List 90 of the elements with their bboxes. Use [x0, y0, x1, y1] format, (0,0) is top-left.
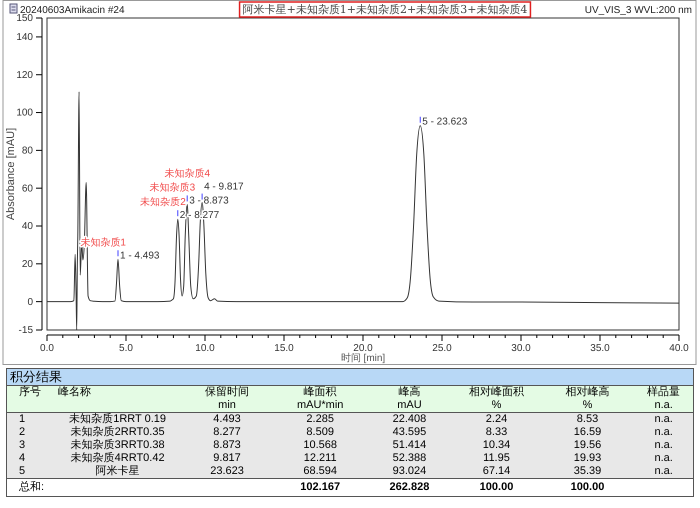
text: 峰面积	[274, 386, 367, 399]
text: 23.623	[180, 465, 274, 478]
annotation: 3 - 8.873	[189, 195, 230, 206]
text: n.a.	[634, 426, 694, 439]
text: 未知杂质3RRT0.38	[55, 439, 180, 452]
text: n.a.	[634, 452, 694, 465]
y-tick-label: 100	[16, 108, 34, 119]
text: 1	[6, 412, 56, 426]
text: %	[540, 399, 634, 412]
annotation: 未知杂质3	[150, 181, 196, 194]
annotation: 5 - 23.623	[422, 116, 468, 128]
text: 11.95	[452, 452, 541, 465]
text: 10.568	[274, 439, 367, 452]
y-tick-label: -15	[18, 325, 34, 336]
text: 3	[6, 439, 56, 452]
text: 序号	[6, 386, 56, 399]
y-tick-label: 40	[22, 221, 34, 232]
text: 35.39	[540, 465, 634, 478]
text: 100.00	[540, 478, 634, 496]
x-tick-label: 20.0	[353, 343, 374, 354]
chart-subtitle: UV_VIS_3 WVL:200 nm	[584, 5, 692, 16]
x-tick-label: 10.0	[195, 343, 216, 354]
text: 8.277	[180, 426, 274, 439]
text: 2.285	[274, 412, 367, 426]
text: 相对峰面积	[452, 386, 541, 399]
text: 2	[6, 426, 56, 439]
text: 100.00	[452, 478, 541, 496]
y-tick-label: 80	[22, 146, 34, 157]
x-tick-label: 15.0	[274, 343, 294, 354]
text: 8.509	[274, 426, 367, 439]
x-tick-label: 40.0	[669, 343, 690, 354]
x-axis-title: 时间 [min]	[340, 352, 386, 364]
chart-title: 阿米卡星+未知杂质1+未知杂质2+未知杂质3+未知杂质4	[242, 3, 528, 16]
text: 阿米卡星	[55, 465, 180, 478]
text: 8.53	[540, 412, 634, 426]
text: n.a.	[634, 439, 694, 452]
text: min	[180, 399, 274, 412]
text: 12.211	[274, 452, 367, 465]
text: 积分结果	[6, 368, 694, 386]
text: n.a.	[634, 465, 694, 478]
x-tick-label: 0.0	[40, 343, 54, 354]
text: n.a.	[634, 412, 694, 426]
annotation: 未知杂质2	[140, 196, 186, 208]
text: 2.24	[452, 412, 541, 426]
text: 未知杂质4RRT0.42	[55, 452, 180, 465]
text: 总和:	[6, 478, 56, 496]
annotation: 1 - 4.493	[120, 250, 160, 262]
x-tick-label: 30.0	[511, 343, 532, 354]
text: 未知杂质1RRT 0.19	[55, 412, 180, 426]
text: 43.595	[366, 426, 452, 439]
text: 67.14	[452, 465, 541, 478]
y-tick-label: 120	[16, 70, 34, 81]
text: 10.34	[452, 439, 541, 452]
text: 4	[6, 452, 56, 465]
text: 8.33	[452, 426, 541, 439]
text: 52.388	[366, 452, 452, 465]
text: mAU*min	[274, 399, 367, 412]
y-tick-label: 60	[22, 183, 34, 194]
text: 262.828	[366, 478, 452, 496]
x-tick-label: 5.0	[119, 343, 134, 354]
text: 5	[6, 465, 56, 478]
y-tick-label: 0	[27, 296, 34, 308]
annotation: 4 - 9.817	[204, 182, 244, 193]
annotation: 未知杂质4	[164, 168, 211, 180]
text: 51.414	[366, 439, 452, 452]
text: 8.873	[180, 439, 274, 452]
text: 93.024	[366, 465, 452, 478]
text: 68.594	[274, 465, 367, 478]
text: 样品量	[634, 386, 694, 399]
text: 相对峰高	[540, 386, 634, 399]
y-tick-label: 20	[22, 259, 34, 270]
x-tick-label: 35.0	[590, 343, 610, 354]
text: n.a.	[634, 399, 694, 412]
text: 峰名称	[55, 386, 180, 399]
text: %	[452, 399, 541, 412]
y-tick-label: 140	[16, 32, 34, 44]
x-tick-label: 25.0	[432, 343, 452, 354]
y-axis-title: Absorbance [mAU]	[5, 128, 17, 220]
text: 16.59	[540, 426, 634, 439]
text: mAU	[366, 399, 452, 412]
text: 4.493	[180, 412, 274, 426]
text: 未知杂质2RRT0.35	[55, 426, 180, 439]
text: 19.93	[540, 452, 634, 465]
text: 9.817	[180, 452, 274, 465]
text: 19.56	[540, 439, 634, 452]
text: 峰高	[366, 386, 452, 399]
y-tick-label: 150	[16, 13, 34, 24]
text: 保留时间	[180, 386, 274, 399]
text: 102.167	[274, 478, 367, 496]
text: 22.408	[366, 412, 452, 426]
